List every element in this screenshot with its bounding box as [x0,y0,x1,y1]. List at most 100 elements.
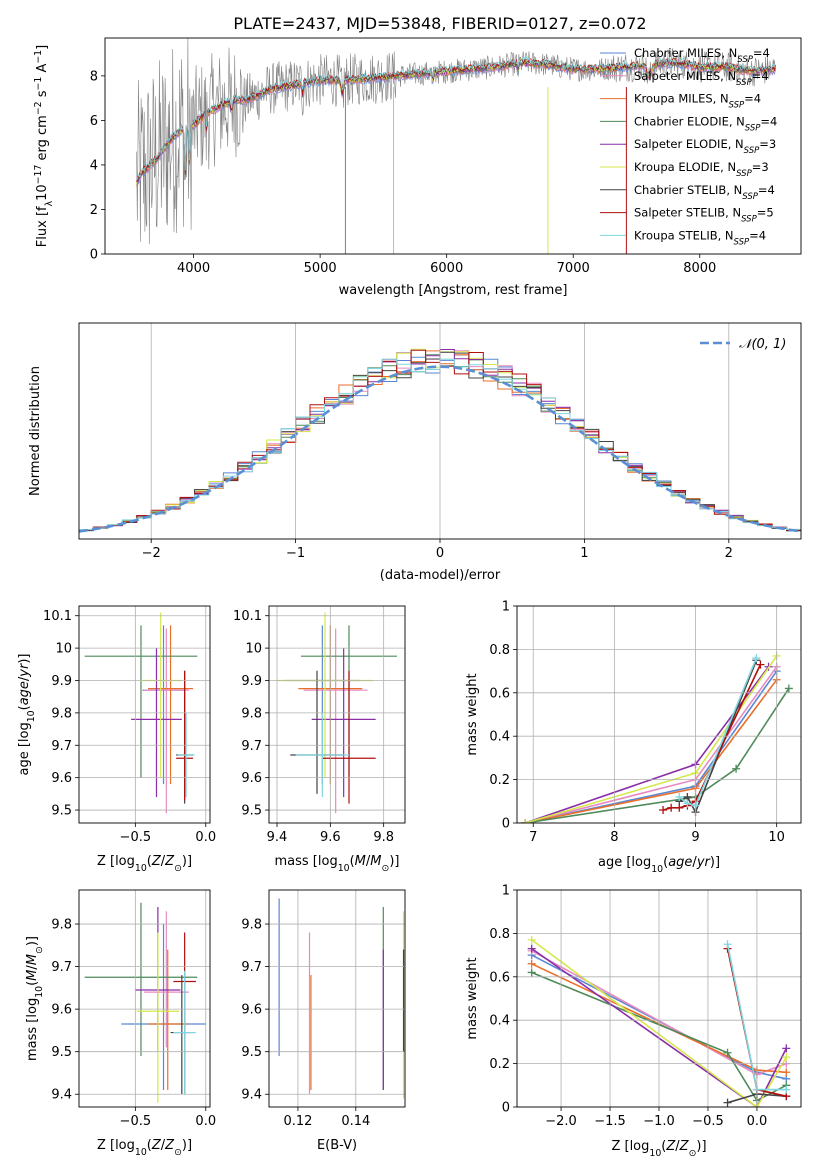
y-tick-label: 9.8 [241,706,262,721]
x-axis-label-part: Z [164,1138,175,1153]
y-axis-label-part: 10 [34,986,45,998]
x-axis-label-part: M [355,854,366,869]
y-axis-label-part: −17 [33,165,44,185]
axes-mass-weight-vs-z: −2.0 −1.5 −1.0 −0.5 0.0 0 0.2 0.4 0.6 0.8 1 Z [log1… [465,884,802,1159]
y-axis-label-part: ( [25,981,40,986]
legend-entry-part: =4 [752,69,769,83]
x-axis-label-part: E(B-V) [317,1138,357,1153]
y-tick-label: 9.6 [241,771,262,786]
legend-entry-part: SSP [736,78,752,88]
weight-line-0 [524,670,778,823]
x-tick-label: 9 [691,830,699,845]
gaussian-curve [79,365,801,533]
x-axis-label-part: ] [187,854,192,869]
x-axis-label-part: ( [147,1138,152,1153]
x-axis-label-part: log [115,1138,135,1153]
y-tick-label: 9.6 [241,1003,262,1018]
x-axis-label: Z [log10(Z/Z⊙)] [611,1139,706,1159]
y-axis-label-part: −1 [33,50,44,64]
weight-marker [782,1044,791,1053]
y-tick-label: 1 [502,600,510,615]
x-axis-label-part: / [675,1139,680,1154]
y-tick-label: 9.8 [241,918,262,933]
y-axis-label-part: ] [35,45,50,50]
plot-area-spectrum [136,38,776,254]
y-tick-label: 9.7 [51,960,72,975]
y-axis-label-part: erg cm [35,115,50,164]
x-axis-label-part: mass [ [274,854,317,869]
weight-line-8 [678,657,758,807]
x-axis-label-part: / [692,855,697,870]
x-tick-label: 0.0 [195,1114,216,1129]
weight-marker [521,819,530,823]
x-axis-label-part: ] [394,854,399,869]
x-axis-label-part: log [318,854,338,869]
weight-marker [667,803,676,812]
y-axis-label-part: Flux [f [35,206,50,247]
axes-spectrum: 4000 5000 6000 7000 8000 0 2 4 6 8 wavelength [Ang… [33,37,802,298]
y-tick-label: 9.9 [241,674,262,689]
legend-entry-part: Chabrier ELODIE, N [634,114,745,128]
y-tick-label: 0 [502,817,510,832]
y-tick-label: 0.8 [489,927,510,942]
weight-marker [782,1068,791,1077]
legend-entry-part: SSP [736,169,752,179]
weight-line-1 [524,666,778,823]
x-axis-label-part: Z [ [611,1139,629,1154]
x-axis-label-part: ) [182,854,187,869]
legend-entry-part: =3 [752,160,769,174]
plot-area-mass-vs-ebv [278,898,405,1099]
legend-entry-part: Salpeter ELODIE, N [634,137,744,151]
y-tick-label: 0.2 [489,1057,510,1072]
plot-area-mass-weight-vs-age [521,651,793,823]
legend-entry-part: SSP [734,237,750,247]
x-tick-label: 9.8 [373,830,394,845]
weight-marker [723,940,732,949]
legend-entry-part: SSP [741,215,757,225]
x-tick-label: 6000 [430,261,463,276]
y-tick-label: 0.2 [489,773,510,788]
legend-entry-part: =4 [753,46,770,60]
weight-marker [527,968,536,977]
legend-entry-part: Chabrier STELIB, N [634,183,742,197]
x-axis-label-part: ) [389,854,394,869]
y-axis-label-part: age [ [17,742,32,775]
axes-frame [268,605,406,824]
x-axis-label-part: / [366,854,371,869]
x-tick-label: 0.12 [283,1114,312,1129]
legend-entry: Chabrier MILES, NSSP=4 [634,46,770,65]
axes-frame [78,889,211,1108]
x-tick-label: −2.0 [545,1114,577,1129]
x-axis-label-part: Z [ [97,854,115,869]
legend-entry-part: Salpeter STELIB, N [634,206,741,220]
y-tick-label: 0.4 [489,1014,510,1029]
x-axis-label-part: ( [350,854,355,869]
axes-frame [516,889,802,1108]
x-tick-label: 2 [725,546,733,561]
x-axis-label-part: Z [665,1139,676,1154]
legend-entry-part: Kroupa MILES, N [634,92,729,106]
x-axis-label-part: age [668,855,692,870]
x-axis-label-part: yr [696,855,712,870]
x-axis-label-part: Z [679,1139,690,1154]
x-axis-label: E(B-V) [317,1138,357,1153]
x-axis-label-part: log [630,1139,650,1154]
y-tick-label: 9.6 [51,1003,72,1018]
y-tick-label: 9.5 [51,804,72,819]
legend-entry: Kroupa MILES, NSSP=4 [634,92,761,111]
legend-entry: Kroupa STELIB, NSSP=4 [634,228,766,247]
observed-spectrum [136,38,776,244]
axes-frame [516,605,802,824]
y-tick-label: 0.8 [489,643,510,658]
x-tick-label: 0 [436,546,444,561]
x-tick-label: 5000 [304,261,337,276]
legend-entry: 𝒩(0, 1) [739,337,786,352]
x-tick-label: 7 [529,830,537,845]
weight-marker [782,1053,791,1062]
x-axis-label-part: Z [151,854,162,869]
weight-marker [683,799,692,808]
x-tick-label: −2 [142,546,161,561]
x-axis-label: (data-model)/error [380,568,501,583]
legend-entry-part: Salpeter MILES, N [634,69,736,83]
